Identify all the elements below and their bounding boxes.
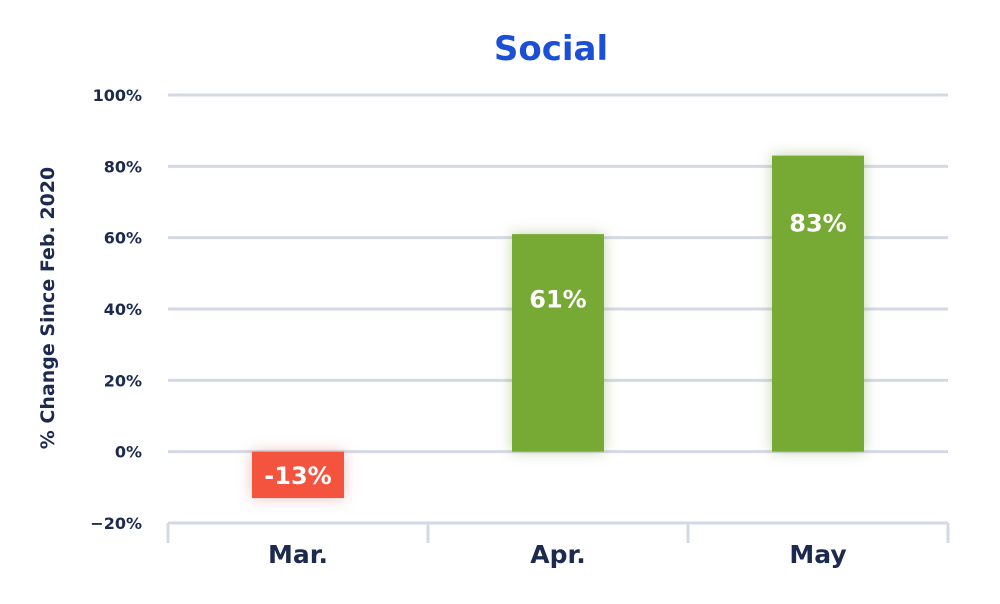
bar-value-label: 83% — [789, 210, 846, 238]
y-tick-label: 0% — [115, 443, 142, 462]
bar-apr — [512, 234, 604, 452]
x-axis — [166, 521, 950, 543]
bar-mar — [252, 451, 344, 499]
y-tick-label: −20% — [90, 514, 142, 533]
x-tick-label: Apr. — [530, 540, 586, 569]
y-tick-label: 40% — [104, 300, 142, 319]
x-tick-label: May — [789, 540, 846, 569]
x-tick-labels: Mar. Apr. May — [268, 540, 847, 569]
y-tick-label: 80% — [104, 157, 142, 176]
bars: -13% 61% 83% — [252, 155, 864, 499]
bar-value-label: 61% — [529, 285, 586, 313]
bar-may — [772, 155, 864, 452]
chart-title: Social — [494, 29, 608, 69]
y-tick-label: 20% — [104, 371, 142, 390]
y-tick-label: 100% — [93, 86, 142, 105]
x-tick-label: Mar. — [268, 540, 328, 569]
y-axis-label: % Change Since Feb. 2020 — [37, 167, 59, 449]
y-tick-label: 60% — [104, 229, 142, 248]
y-tick-labels: −20% 0% 20% 40% 60% 80% 100% — [90, 86, 142, 533]
bar-value-label: -13% — [264, 462, 331, 490]
